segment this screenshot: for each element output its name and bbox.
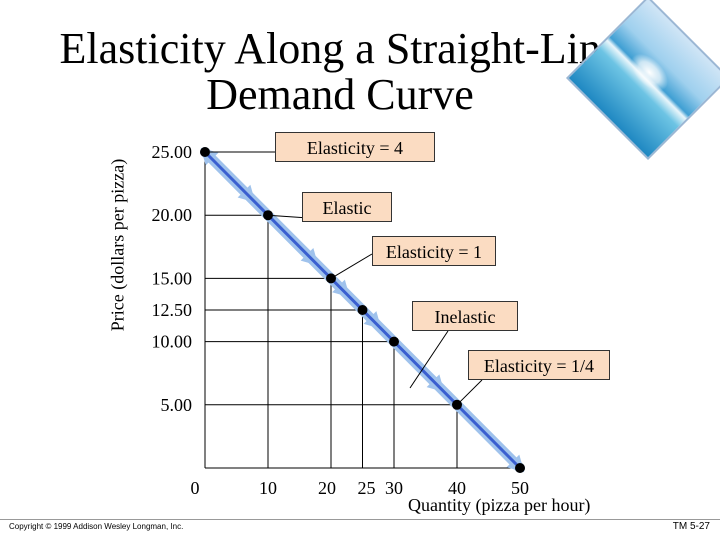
callout-elasticity-1: Elasticity = 1 — [372, 236, 496, 266]
x-axis-label: Quantity (pizza per hour) — [408, 495, 591, 515]
x-tick-label: 25 — [358, 478, 376, 498]
callout-elasticity-quarter: Elasticity = 1/4 — [468, 350, 610, 380]
x-tick-label: 30 — [385, 478, 403, 498]
y-tick-label: 10.00 — [152, 332, 193, 352]
demand-point — [326, 273, 336, 284]
y-tick-label: 12.50 — [152, 300, 193, 320]
y-axis-label: Price (dollars per pizza) — [107, 158, 128, 332]
x-tick-label: 40 — [448, 478, 466, 498]
demand-point — [452, 399, 462, 410]
demand-point — [515, 463, 525, 473]
leader-line — [409, 330, 449, 389]
leader-line — [330, 253, 373, 279]
callout-inelastic: Inelastic — [412, 301, 518, 331]
demand-point — [263, 210, 273, 221]
leader-line — [456, 379, 483, 406]
callout-elasticity-4: Elasticity = 4 — [275, 132, 435, 162]
y-tick-label: 5.00 — [161, 395, 193, 415]
slide-title: Elasticity Along a Straight-Line Demand … — [59, 24, 621, 119]
y-tick-label: 20.00 — [152, 205, 193, 225]
y-tick-label: 25.00 — [152, 142, 193, 162]
copyright-text: Copyright © 1999 Addison Wesley Longman,… — [9, 522, 184, 531]
x-tick-label: 10 — [259, 478, 277, 498]
demand-point — [200, 147, 210, 157]
footer-divider — [0, 519, 720, 520]
demand-point — [389, 336, 399, 347]
x-tick-label: 50 — [511, 478, 529, 498]
demand-point — [357, 305, 368, 315]
x-tick-label: 0 — [191, 478, 200, 498]
y-tick-label: 15.00 — [152, 268, 193, 288]
callout-elastic: Elastic — [302, 192, 392, 222]
slide-number: TM 5-27 — [672, 521, 710, 532]
x-tick-label: 20 — [318, 478, 336, 498]
